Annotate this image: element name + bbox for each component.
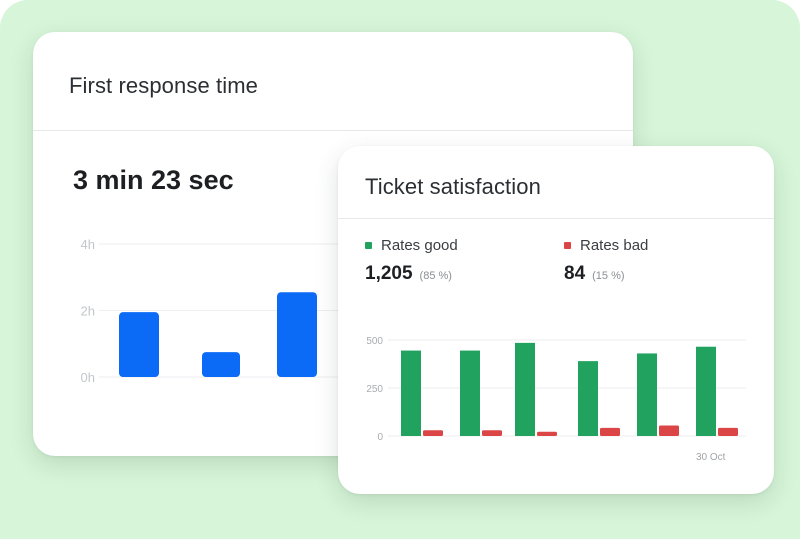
y-tick-label: 0h (81, 370, 95, 385)
good-percent: (85 %) (419, 270, 452, 282)
ticket-satisfaction-chart: 500 250 0 (366, 336, 746, 443)
good-bar (696, 346, 716, 436)
good-dot-icon (365, 242, 372, 249)
bar (202, 352, 240, 377)
y-tick-label: 250 (366, 384, 383, 395)
bad-bar (600, 427, 620, 436)
good-bar (460, 350, 480, 436)
bad-bar (659, 425, 679, 436)
y-tick-label: 2h (81, 304, 95, 319)
first-response-value: 3 min 23 sec (73, 165, 234, 195)
bad-bar (537, 431, 557, 436)
y-tick-label: 500 (366, 336, 383, 347)
bar (119, 312, 159, 377)
legend-label: Rates good (381, 237, 458, 254)
y-tick-label: 0 (377, 432, 383, 443)
good-bar (401, 350, 421, 436)
good-bar (515, 342, 535, 436)
bad-bar (482, 430, 502, 436)
card-title: Ticket satisfaction (365, 174, 541, 199)
good-count: 1,205 (365, 263, 413, 284)
x-date-label: 30 Oct (696, 452, 726, 463)
bad-count: 84 (564, 263, 586, 284)
ticket-satisfaction-card: Ticket satisfaction Rates good 1,205 (85… (338, 146, 774, 494)
legend-rates-bad: Rates bad 84 (15 %) (564, 237, 648, 285)
legend-rates-good: Rates good 1,205 (85 %) (365, 237, 458, 285)
card-header: Ticket satisfaction (338, 146, 774, 219)
y-tick-label: 4h (81, 237, 95, 252)
good-bar (578, 361, 598, 436)
card-header: First response time (33, 32, 633, 131)
card-title: First response time (69, 73, 258, 98)
bad-bar (423, 430, 443, 436)
bad-dot-icon (564, 242, 571, 249)
bar (277, 292, 317, 377)
good-bar (637, 353, 657, 436)
bad-bar (718, 427, 738, 436)
bad-percent: (15 %) (592, 270, 625, 282)
legend-label: Rates bad (580, 237, 649, 254)
